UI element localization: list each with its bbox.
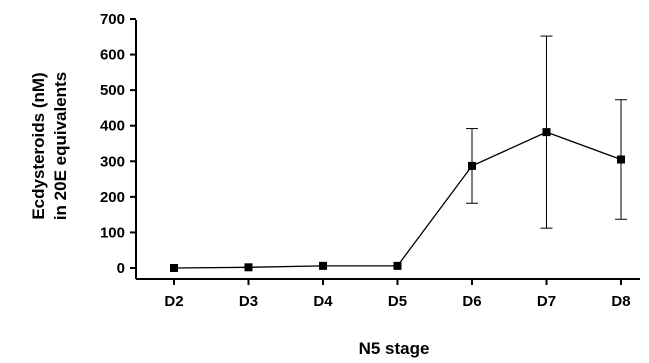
y-tick-label: 100 [100, 224, 125, 241]
data-point [468, 161, 476, 170]
data-point [244, 263, 253, 272]
y-tick-label: 200 [100, 189, 125, 206]
x-axis: D2 D3 D4 D5 D6 D7 D8 [136, 278, 640, 310]
x-tick-label: D8 [611, 293, 630, 310]
data-point [170, 264, 178, 272]
data-point [319, 261, 327, 270]
y-tick-label: 0 [117, 260, 125, 277]
y-tick-label: 400 [100, 118, 125, 135]
x-tick-label: D2 [164, 293, 183, 310]
y-axis: 0 100 200 300 400 500 600 700 [100, 11, 137, 279]
x-axis-title: N5 stage [359, 339, 430, 358]
y-tick-label: 300 [100, 153, 125, 170]
y-axis-title-line-1: Ecdysteroids (nM) [29, 72, 48, 219]
x-tick-label: D5 [388, 293, 407, 310]
data-point [617, 155, 625, 164]
y-tick-label: 700 [100, 11, 125, 28]
x-tick-label: D7 [537, 293, 556, 310]
x-tick-label: D6 [462, 293, 481, 310]
x-tick-label: D3 [239, 293, 258, 310]
y-axis-title-line-2: in 20E equivalents [51, 72, 70, 220]
series-line-group [173, 131, 622, 269]
data-point [542, 128, 551, 137]
y-tick-label: 600 [100, 47, 125, 64]
y-axis-title: Ecdysteroids (nM) in 20E equivalents [29, 72, 70, 220]
y-tick-label: 500 [100, 82, 125, 99]
data-point [393, 261, 402, 270]
x-tick-label: D4 [313, 293, 333, 310]
series-line [173, 131, 622, 269]
markers [170, 128, 625, 272]
